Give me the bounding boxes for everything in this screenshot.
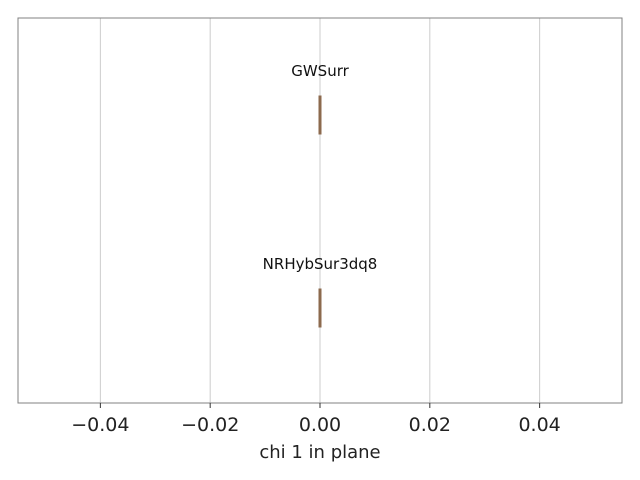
x-tick-label: −0.04	[71, 414, 129, 436]
x-axis-ticks: −0.04 −0.02 0.00 0.02 0.04	[71, 403, 561, 436]
box-series: GWSurr NRHybSur3dq8	[263, 62, 378, 328]
x-tick-label: 0.00	[299, 414, 341, 436]
x-axis-label: chi 1 in plane	[259, 442, 380, 463]
series-label: GWSurr	[291, 62, 349, 80]
grid-lines	[99, 18, 541, 403]
box-nrhybsur3dq8: NRHybSur3dq8	[263, 255, 378, 328]
series-label: NRHybSur3dq8	[263, 255, 378, 273]
box-gwsurr: GWSurr	[291, 62, 350, 135]
x-tick-label: 0.04	[518, 414, 560, 436]
x-tick-label: −0.02	[181, 414, 239, 436]
x-tick-label: 0.02	[409, 414, 451, 436]
